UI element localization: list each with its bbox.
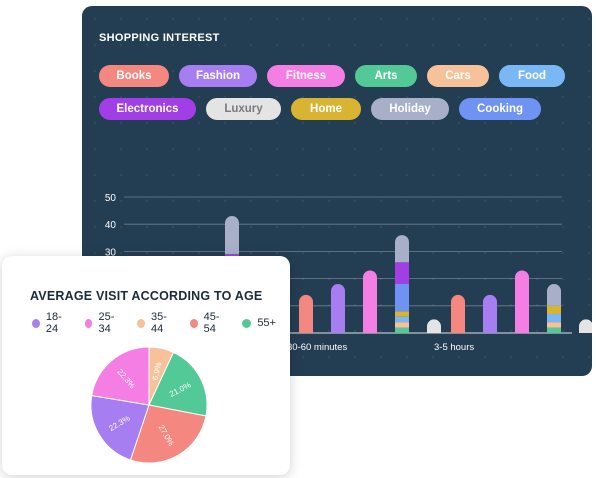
bar-fitness[interactable] bbox=[515, 270, 529, 333]
shopping-interest-title: SHOPPING INTEREST bbox=[99, 32, 220, 44]
bar-holiday[interactable] bbox=[395, 235, 409, 263]
tag-label: Food bbox=[517, 70, 547, 82]
bar-arts[interactable] bbox=[547, 327, 561, 333]
bar-cooking[interactable] bbox=[395, 284, 409, 312]
bar-books[interactable] bbox=[299, 294, 313, 333]
tag-label: Electronics bbox=[116, 103, 179, 115]
bar-holiday[interactable] bbox=[225, 216, 239, 255]
legend-dot bbox=[137, 318, 146, 328]
tag-fitness[interactable]: Fitness bbox=[267, 65, 345, 87]
tag-home[interactable]: Home bbox=[291, 98, 361, 120]
tag-cars[interactable]: Cars bbox=[427, 65, 489, 87]
pie-slice-18-24[interactable] bbox=[90, 395, 150, 461]
bar-food[interactable] bbox=[395, 316, 409, 323]
bar-fashion[interactable] bbox=[331, 284, 345, 333]
bar-luxury[interactable] bbox=[427, 319, 441, 333]
y-tick-label: 30 bbox=[105, 247, 117, 258]
bar-electronics[interactable] bbox=[395, 262, 409, 285]
tag-label: Holiday bbox=[389, 103, 431, 115]
pie-slice-55+[interactable] bbox=[148, 351, 208, 417]
bar-food[interactable] bbox=[547, 313, 561, 323]
age-legend: 18-24 25-34 35-44 45-54 55+ bbox=[32, 311, 290, 335]
legend-dot bbox=[189, 318, 198, 328]
tag-arts[interactable]: Arts bbox=[355, 65, 417, 87]
bar-holiday[interactable] bbox=[547, 284, 561, 306]
x-group-label: 30-60 minutes bbox=[287, 342, 347, 353]
tag-luxury[interactable]: Luxury bbox=[206, 98, 281, 120]
bar-fashion[interactable] bbox=[483, 294, 497, 333]
tag-electronics[interactable]: Electronics bbox=[99, 98, 196, 120]
tag-fashion[interactable]: Fashion bbox=[179, 65, 257, 87]
bar-home[interactable] bbox=[547, 305, 561, 314]
legend-label: 55+ bbox=[257, 317, 276, 329]
bar-cars[interactable] bbox=[395, 322, 409, 328]
tag-label: Cooking bbox=[477, 103, 523, 115]
legend-dot bbox=[32, 318, 40, 328]
age-pie-chart: 6.9%21.0%27.0%22.3%22.3% bbox=[90, 346, 208, 464]
pie-slice-25-34[interactable] bbox=[91, 346, 150, 406]
legend-label: 18-24 bbox=[45, 311, 62, 335]
legend-dot bbox=[242, 318, 252, 328]
bar-home[interactable] bbox=[395, 311, 409, 317]
legend-item: 18-24 bbox=[32, 311, 71, 335]
bar-cars[interactable] bbox=[547, 322, 561, 328]
y-tick-label: 50 bbox=[105, 193, 117, 204]
bar-books[interactable] bbox=[451, 294, 465, 333]
legend-label: 35-44 bbox=[151, 311, 167, 335]
legend-item: 25-34 bbox=[84, 311, 124, 335]
tag-label: Luxury bbox=[224, 103, 263, 115]
tag-holiday[interactable]: Holiday bbox=[371, 98, 449, 120]
tag-label: Fashion bbox=[195, 70, 241, 82]
tag-label: Cars bbox=[445, 70, 471, 82]
bar-fitness[interactable] bbox=[363, 270, 377, 333]
tag-cooking[interactable]: Cooking bbox=[459, 98, 541, 120]
pie-slice-45-54[interactable] bbox=[129, 404, 207, 464]
bar-arts[interactable] bbox=[395, 327, 409, 333]
shopping-interest-card: SHOPPING INTEREST Books Fashion Fitness Art… bbox=[82, 6, 592, 376]
age-visit-card: AVERAGE VISIT ACCORDING TO AGE 18-24 25-3… bbox=[2, 256, 290, 475]
tag-label: Books bbox=[116, 70, 152, 82]
x-group-label: 3-5 hours bbox=[434, 342, 474, 353]
legend-item: 35-44 bbox=[137, 311, 176, 335]
legend-dot bbox=[84, 318, 93, 328]
tag-books[interactable]: Books bbox=[99, 65, 169, 87]
legend-label: 45-54 bbox=[203, 311, 220, 335]
tag-label: Home bbox=[310, 103, 342, 115]
tag-label: Arts bbox=[374, 70, 398, 82]
age-chart-title: AVERAGE VISIT ACCORDING TO AGE bbox=[30, 289, 263, 303]
y-tick-label: 40 bbox=[105, 220, 117, 231]
tag-label: Fitness bbox=[285, 70, 327, 82]
legend-label: 25-34 bbox=[98, 311, 115, 335]
legend-item: 55+ bbox=[242, 311, 276, 335]
tag-food[interactable]: Food bbox=[499, 65, 565, 87]
bar-luxury[interactable] bbox=[579, 319, 592, 333]
legend-item: 45-54 bbox=[189, 311, 229, 335]
pie-slice-label: 6.9% bbox=[151, 361, 164, 381]
